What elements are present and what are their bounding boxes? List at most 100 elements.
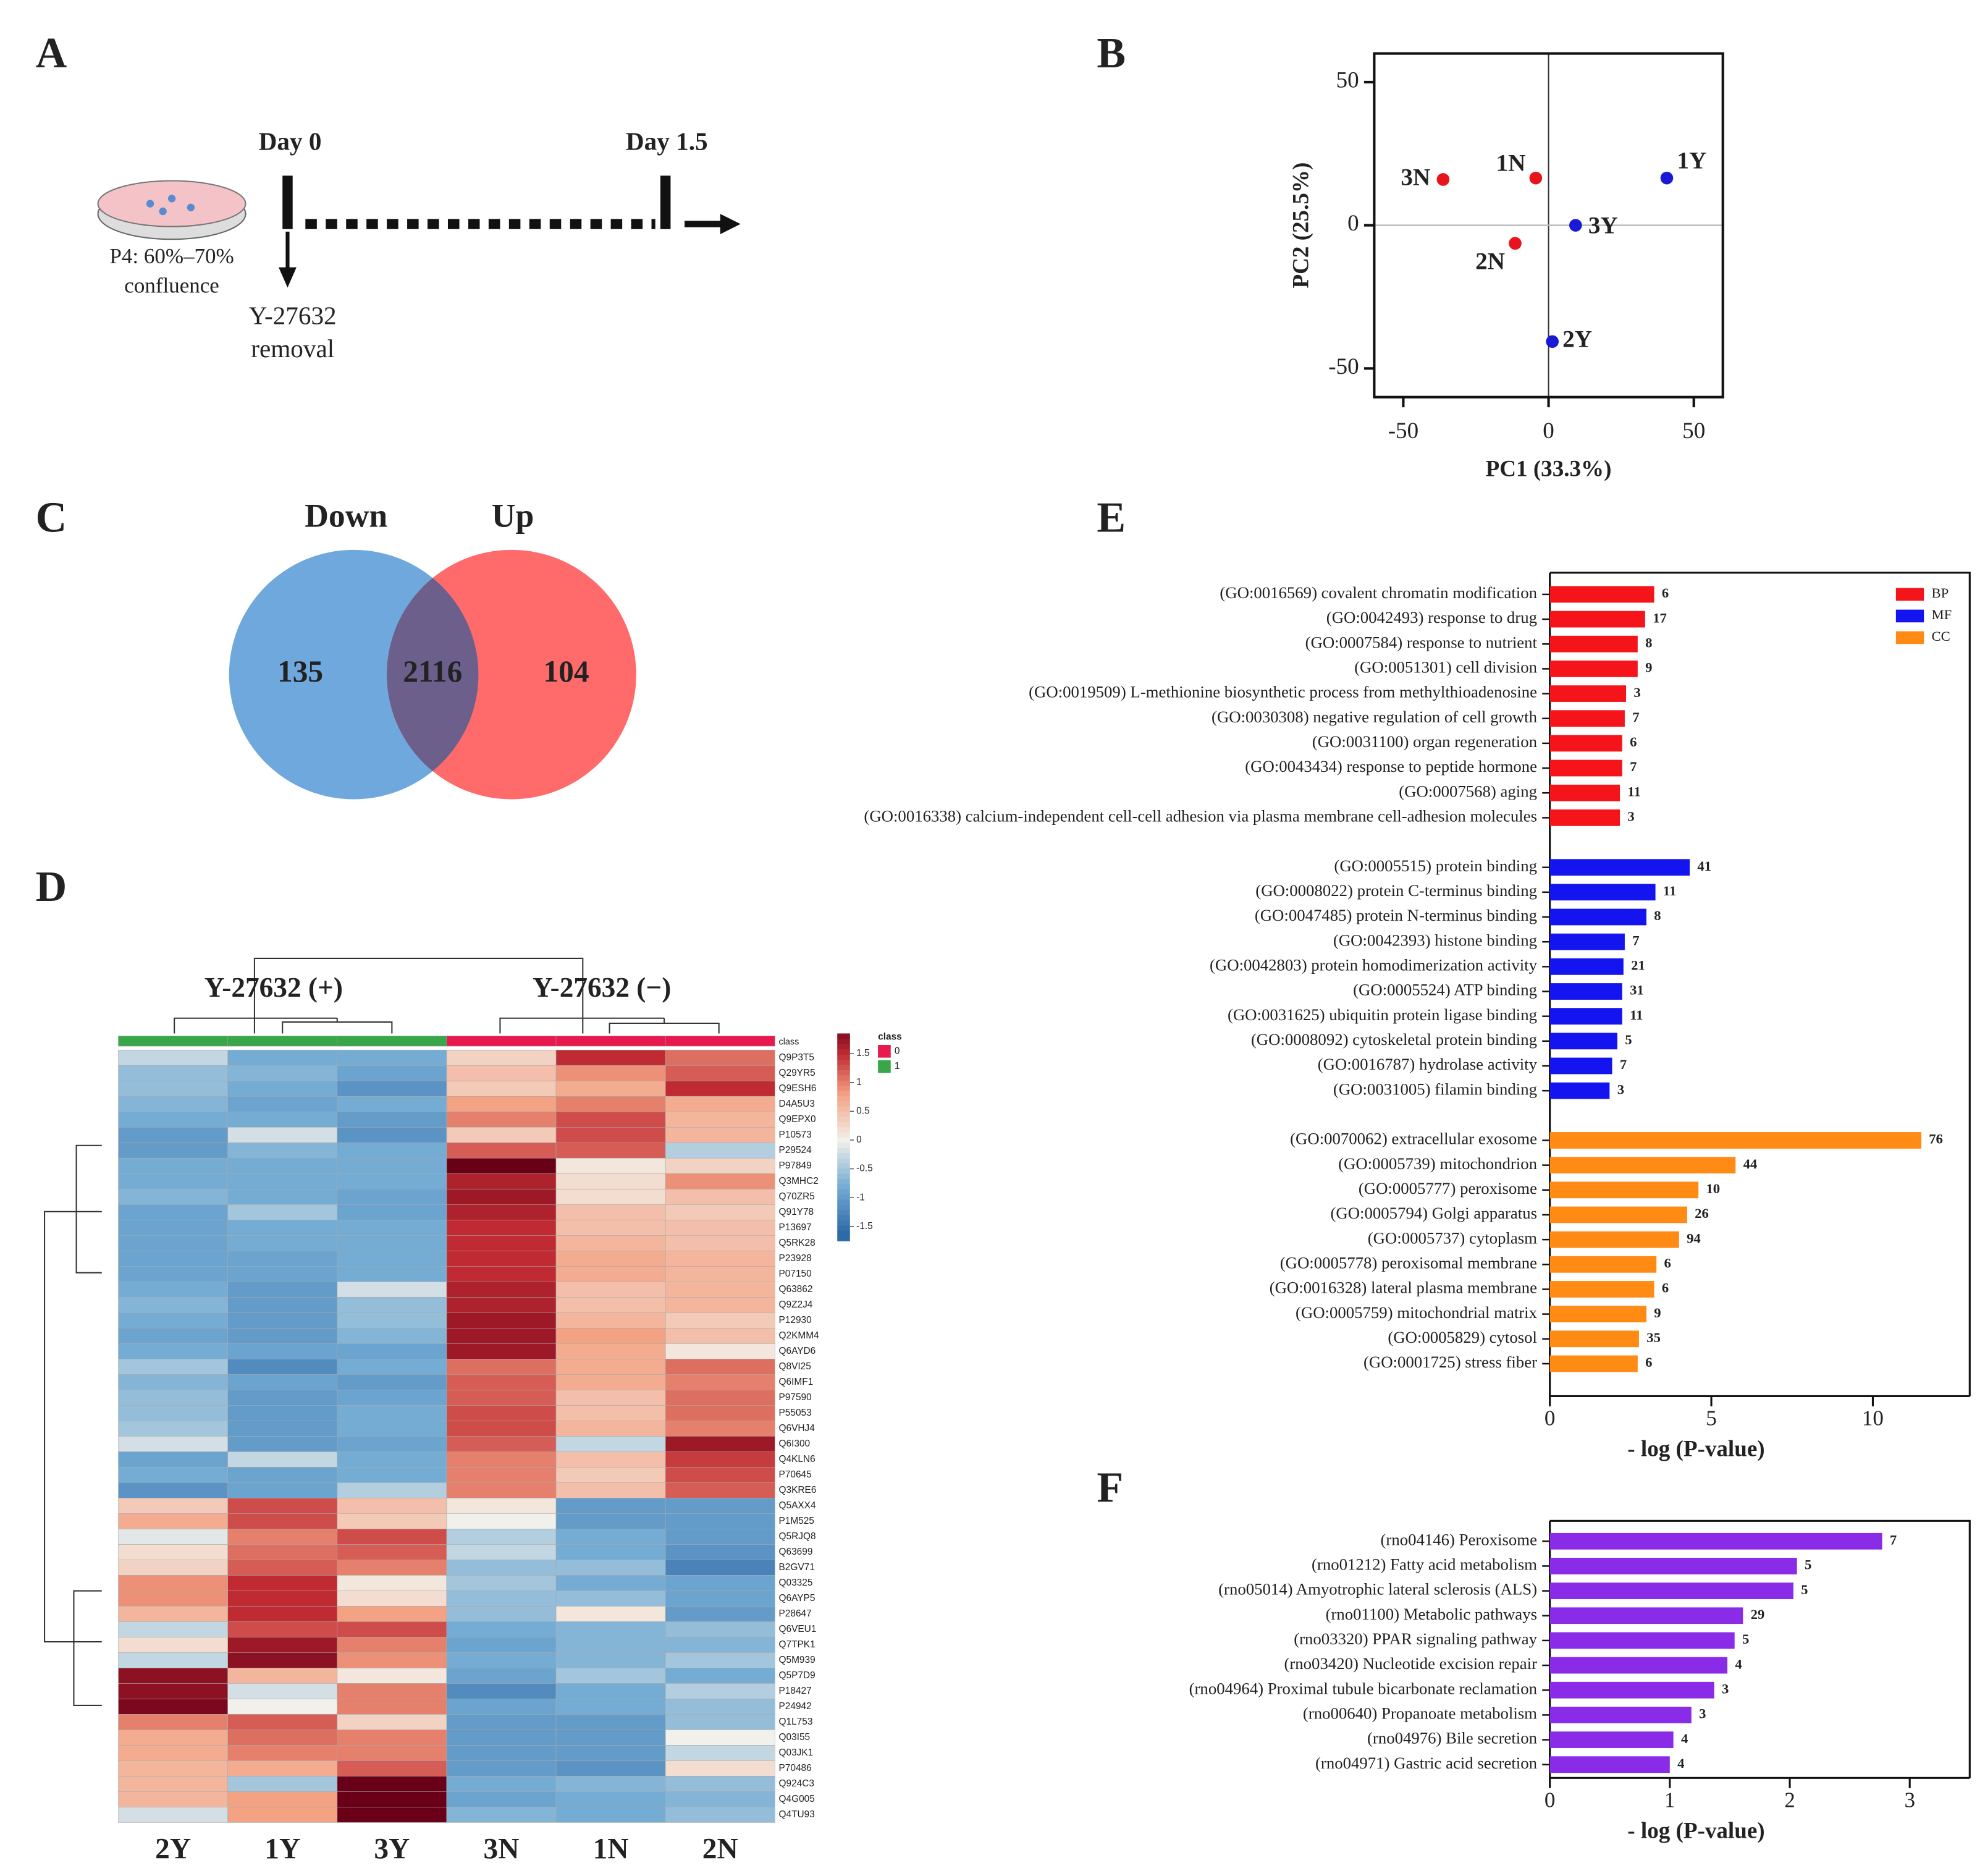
- y-tick-label: 0: [1347, 211, 1359, 236]
- heat-cell: [555, 1560, 666, 1576]
- row-label: P13697: [778, 1222, 811, 1233]
- cell: [167, 195, 176, 203]
- category-label: (GO:0030308) negative regulation of cell…: [1212, 708, 1538, 726]
- category-label: (GO:0016569) covalent chromatin modifica…: [1220, 583, 1537, 602]
- group-label: Y-27632 (−): [533, 972, 671, 1003]
- count-label: 17: [1653, 610, 1667, 625]
- heat-cell: [446, 1219, 557, 1236]
- colorbar-step: [837, 1152, 850, 1159]
- row-label: Q5M939: [778, 1655, 815, 1665]
- heat-cell: [337, 1405, 447, 1421]
- heat-cell: [337, 1436, 447, 1452]
- point: [1660, 171, 1674, 185]
- heat-cell: [446, 1652, 557, 1668]
- count-label: 8: [1654, 908, 1661, 923]
- heat-cell: [665, 1776, 775, 1792]
- heat-cell: [337, 1513, 447, 1529]
- bar: [1549, 1132, 1921, 1149]
- class-bar: [446, 1036, 557, 1047]
- heat-cell: [118, 1760, 228, 1777]
- colorbar-label: 1.5: [856, 1048, 869, 1058]
- heat-cell: [337, 1374, 447, 1390]
- heat-cell: [337, 1621, 447, 1637]
- column-label: 3N: [484, 1833, 520, 1865]
- colorbar-step: [837, 1137, 850, 1143]
- heat-cell: [227, 1204, 338, 1220]
- y-axis-label: PC2 (25.5%): [1289, 163, 1314, 289]
- bar: [1549, 1231, 1679, 1248]
- heat-cell: [118, 1421, 228, 1437]
- heat-cell: [446, 1760, 557, 1777]
- heat-cell: [337, 1250, 447, 1267]
- column-label: 3Y: [374, 1833, 410, 1865]
- heat-cell: [227, 1776, 338, 1792]
- x-tick-label: 5: [1706, 1406, 1717, 1430]
- heat-cell: [665, 1173, 775, 1189]
- cell-note: confluence: [124, 274, 219, 298]
- colorbar-step: [837, 1131, 850, 1138]
- bar: [1549, 1707, 1692, 1723]
- heat-cell: [446, 1080, 557, 1097]
- x-axis-label: - log (P-value): [1627, 1818, 1764, 1843]
- heat-cell: [555, 1096, 666, 1112]
- heat-cell: [665, 1405, 775, 1421]
- heat-cell: [227, 1668, 338, 1684]
- category-label: (GO:0031100) organ regeneration: [1312, 732, 1537, 751]
- heat-cell: [337, 1745, 447, 1761]
- class-bar-label: class: [778, 1037, 799, 1047]
- heat-cell: [665, 1235, 775, 1251]
- panel-label: F: [1097, 1464, 1123, 1511]
- heat-cell: [337, 1791, 447, 1807]
- heat-cell: [227, 1111, 338, 1128]
- count-label: 29: [1751, 1607, 1765, 1622]
- heat-cell: [227, 1235, 338, 1251]
- heat-cell: [337, 1683, 447, 1699]
- category-label: (GO:0042393) histone binding: [1333, 931, 1537, 949]
- heat-cell: [227, 1421, 338, 1437]
- count-label: 3: [1617, 1081, 1624, 1097]
- row-label: P23928: [778, 1253, 811, 1264]
- colorbar-step: [837, 1038, 850, 1044]
- heat-cell: [555, 1760, 666, 1777]
- row-label: Q5AXX4: [778, 1500, 815, 1511]
- heat-cell: [337, 1049, 447, 1066]
- heat-cell: [665, 1080, 775, 1097]
- x-tick-label: 3: [1904, 1788, 1915, 1812]
- row-label: P1M525: [778, 1516, 814, 1526]
- heat-cell: [227, 1436, 338, 1452]
- heat-cell: [665, 1575, 775, 1591]
- heat-cell: [446, 1405, 557, 1421]
- heat-cell: [555, 1683, 666, 1699]
- heat-cell: [227, 1173, 338, 1189]
- count-label: 5: [1742, 1631, 1749, 1647]
- heat-cell: [555, 1436, 666, 1452]
- row-label: Q63862: [778, 1284, 812, 1295]
- heat-cell: [227, 1760, 338, 1777]
- heat-cell: [118, 1204, 228, 1220]
- bar: [1549, 735, 1622, 752]
- legend-swatch: [1895, 631, 1924, 644]
- colorbar-step: [837, 1049, 850, 1055]
- heat-cell: [337, 1126, 447, 1143]
- colorbar-label: 1: [856, 1077, 862, 1088]
- x-tick-label: 50: [1682, 418, 1705, 444]
- heat-cell: [118, 1374, 228, 1390]
- row-label: P18427: [778, 1686, 811, 1696]
- heat-cell: [227, 1730, 338, 1746]
- arrow-head: [720, 214, 741, 235]
- timeline: A Day 0 Day 1.5 P4: 60%–70% confluence Y…: [36, 30, 741, 363]
- category-label: (GO:0005759) mitochondrial matrix: [1296, 1303, 1538, 1322]
- category-label: (GO:0051301) cell division: [1354, 658, 1537, 677]
- category-label: (GO:0043434) response to peptide hormone: [1245, 757, 1537, 775]
- heat-cell: [665, 1683, 775, 1699]
- bar: [1549, 635, 1638, 653]
- point-label: 1Y: [1677, 147, 1706, 174]
- heat-cell: [227, 1219, 338, 1236]
- treatment-note: Y-27632: [249, 301, 337, 329]
- colorbar-step: [837, 1044, 850, 1050]
- count-label: 11: [1627, 784, 1640, 799]
- category-label: (GO:0016338) calcium-independent cell-ce…: [864, 807, 1537, 826]
- heat-cell: [665, 1807, 775, 1823]
- count-label: 4: [1681, 1731, 1688, 1746]
